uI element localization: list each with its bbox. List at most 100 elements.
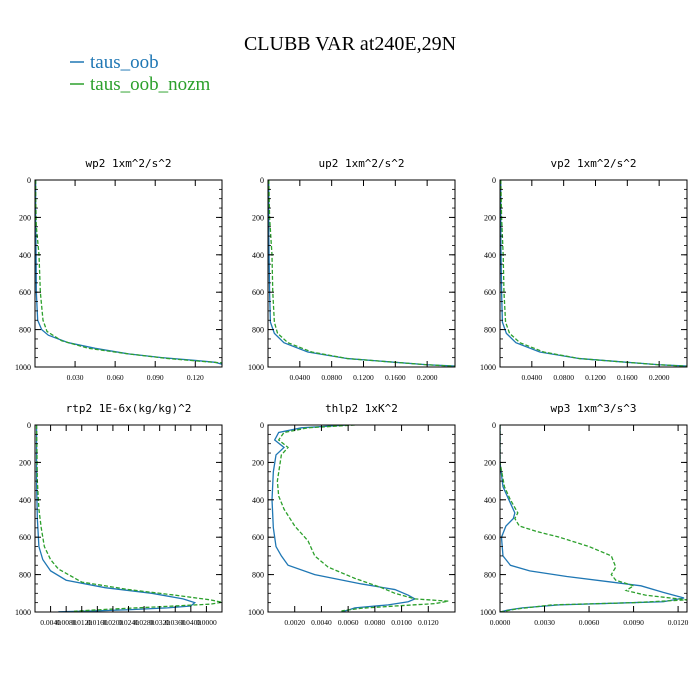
y-tick-label-3-4: 800: [19, 571, 31, 580]
y-tick-label-0-0: 0: [27, 176, 31, 185]
series-line-3-1: [35, 425, 222, 612]
x-tick-label-4-1: 0.0040: [311, 618, 332, 627]
series-line-5-0: [500, 425, 685, 612]
panels: wp2 1xm^2/s^2 0 200 400 600 800 1000 0.030 0.060…: [15, 157, 689, 627]
x-tick-label-4-4: 0.0100: [391, 618, 412, 627]
x-tick-label-5-0: 0.0000: [490, 618, 511, 627]
y-tick-label-4-1: 200: [252, 458, 264, 467]
y-tick-label-0-3: 600: [19, 288, 31, 297]
x-tick-label-5-2: 0.0060: [579, 618, 600, 627]
series-line-4-1: [276, 425, 449, 612]
panel-title-4: thlp2 1xK^2: [325, 402, 398, 415]
y-tick-label-5-5: 1000: [480, 608, 496, 617]
y-tick-label-4-4: 800: [252, 571, 264, 580]
legend-label-1: taus_oob_nozm: [90, 74, 211, 95]
y-tick-label-2-5: 1000: [480, 363, 496, 372]
panel-3: rtp2 1E-6x(kg/kg)^2 0 200 400 600 800 1000 0.00…: [15, 402, 223, 627]
x-tick-label-3-10: 0.0000: [196, 618, 217, 627]
panel-2: vp2 1xm^2/s^2 0 200 400 600 800 1000 0.0400 0.08…: [480, 157, 688, 382]
plot-frame-5: [499, 424, 688, 613]
y-tick-label-4-3: 600: [252, 533, 264, 542]
x-tick-label-2-0: 0.0400: [522, 373, 543, 382]
panel-title-2: vp2 1xm^2/s^2: [550, 157, 636, 170]
series-line-1-1: [268, 180, 455, 367]
y-tick-label-3-0: 0: [27, 421, 31, 430]
y-tick-label-4-5: 1000: [248, 608, 264, 617]
series-line-1-0: [268, 180, 455, 367]
series-line-2-1: [500, 180, 687, 367]
y-tick-label-5-4: 800: [484, 571, 496, 580]
figure-title: CLUBB VAR at240E,29N: [244, 33, 456, 55]
x-tick-label-3-3: 0.0160: [87, 618, 108, 627]
x-tick-label-4-3: 0.0080: [365, 618, 386, 627]
panel-0: wp2 1xm^2/s^2 0 200 400 600 800 1000 0.030 0.060…: [15, 157, 223, 382]
series-line-5-1: [500, 425, 687, 612]
x-tick-label-0-1: 0.060: [107, 373, 124, 382]
x-tick-label-3-1: 0.0080: [56, 618, 77, 627]
plot-frame-0: [34, 179, 223, 368]
y-tick-label-4-0: 0: [260, 421, 264, 430]
y-tick-label-5-0: 0: [492, 421, 496, 430]
panel-4: thlp2 1xK^2 0 200 400 600 800 1000 0.0020 0.0040…: [248, 402, 456, 627]
y-tick-label-4-2: 400: [252, 496, 264, 505]
x-tick-label-0-3: 0.120: [187, 373, 204, 382]
y-tick-label-5-1: 200: [484, 458, 496, 467]
x-tick-label-3-0: 0.0040: [40, 618, 61, 627]
y-tick-label-2-0: 0: [492, 176, 496, 185]
x-tick-label-4-5: 0.0120: [418, 618, 439, 627]
x-tick-label-5-1: 0.0030: [534, 618, 555, 627]
y-tick-label-1-0: 0: [260, 176, 264, 185]
x-tick-label-5-4: 0.0120: [668, 618, 689, 627]
panel-1: up2 1xm^2/s^2 0 200 400 600 800 1000 0.0400 0.08…: [248, 157, 456, 382]
y-tick-label-3-1: 200: [19, 458, 31, 467]
x-tick-label-3-8: 0.0360: [165, 618, 186, 627]
panel-title-0: wp2 1xm^2/s^2: [85, 157, 171, 170]
y-tick-label-3-5: 1000: [15, 608, 31, 617]
y-tick-label-1-3: 600: [252, 288, 264, 297]
x-tick-label-3-9: 0.0400: [181, 618, 202, 627]
x-tick-label-2-4: 0.2000: [649, 373, 670, 382]
y-tick-label-0-4: 800: [19, 326, 31, 335]
x-tick-label-4-2: 0.0060: [338, 618, 359, 627]
series-line-4-0: [271, 425, 417, 612]
x-tick-label-3-2: 0.0120: [71, 618, 92, 627]
x-tick-label-2-2: 0.1200: [585, 373, 606, 382]
y-tick-label-1-4: 800: [252, 326, 264, 335]
series-line-0-1: [35, 180, 222, 364]
y-tick-label-3-2: 400: [19, 496, 31, 505]
panel-title-5: wp3 1xm^3/s^3: [550, 402, 636, 415]
x-tick-label-4-0: 0.0020: [284, 618, 305, 627]
legend-label-0: taus_oob: [90, 52, 159, 73]
y-tick-label-1-1: 200: [252, 213, 264, 222]
x-tick-label-3-7: 0.0320: [149, 618, 170, 627]
series-line-0-0: [35, 180, 222, 365]
x-tick-label-5-3: 0.0090: [623, 618, 644, 627]
x-tick-label-0-2: 0.090: [147, 373, 164, 382]
x-tick-label-0-0: 0.030: [67, 373, 84, 382]
y-tick-label-2-3: 600: [484, 288, 496, 297]
y-tick-label-5-3: 600: [484, 533, 496, 542]
plot-frame-1: [267, 179, 456, 368]
x-tick-label-3-4: 0.0200: [103, 618, 124, 627]
y-tick-label-2-2: 400: [484, 251, 496, 260]
x-tick-label-3-5: 0.0240: [118, 618, 139, 627]
y-tick-label-1-5: 1000: [248, 363, 264, 372]
x-tick-label-1-4: 0.2000: [417, 373, 438, 382]
y-tick-label-1-2: 400: [252, 251, 264, 260]
x-tick-label-1-2: 0.1200: [353, 373, 374, 382]
y-tick-label-0-5: 1000: [15, 363, 31, 372]
x-tick-label-1-3: 0.1600: [385, 373, 406, 382]
y-tick-label-5-2: 400: [484, 496, 496, 505]
x-tick-label-1-0: 0.0400: [290, 373, 311, 382]
y-tick-label-0-2: 400: [19, 251, 31, 260]
series-line-3-0: [35, 425, 197, 612]
x-tick-label-2-3: 0.1600: [617, 373, 638, 382]
x-tick-label-1-1: 0.0800: [321, 373, 342, 382]
y-tick-label-0-1: 200: [19, 213, 31, 222]
x-tick-label-2-1: 0.0800: [553, 373, 574, 382]
y-tick-label-2-1: 200: [484, 213, 496, 222]
x-tick-label-3-6: 0.0280: [134, 618, 155, 627]
